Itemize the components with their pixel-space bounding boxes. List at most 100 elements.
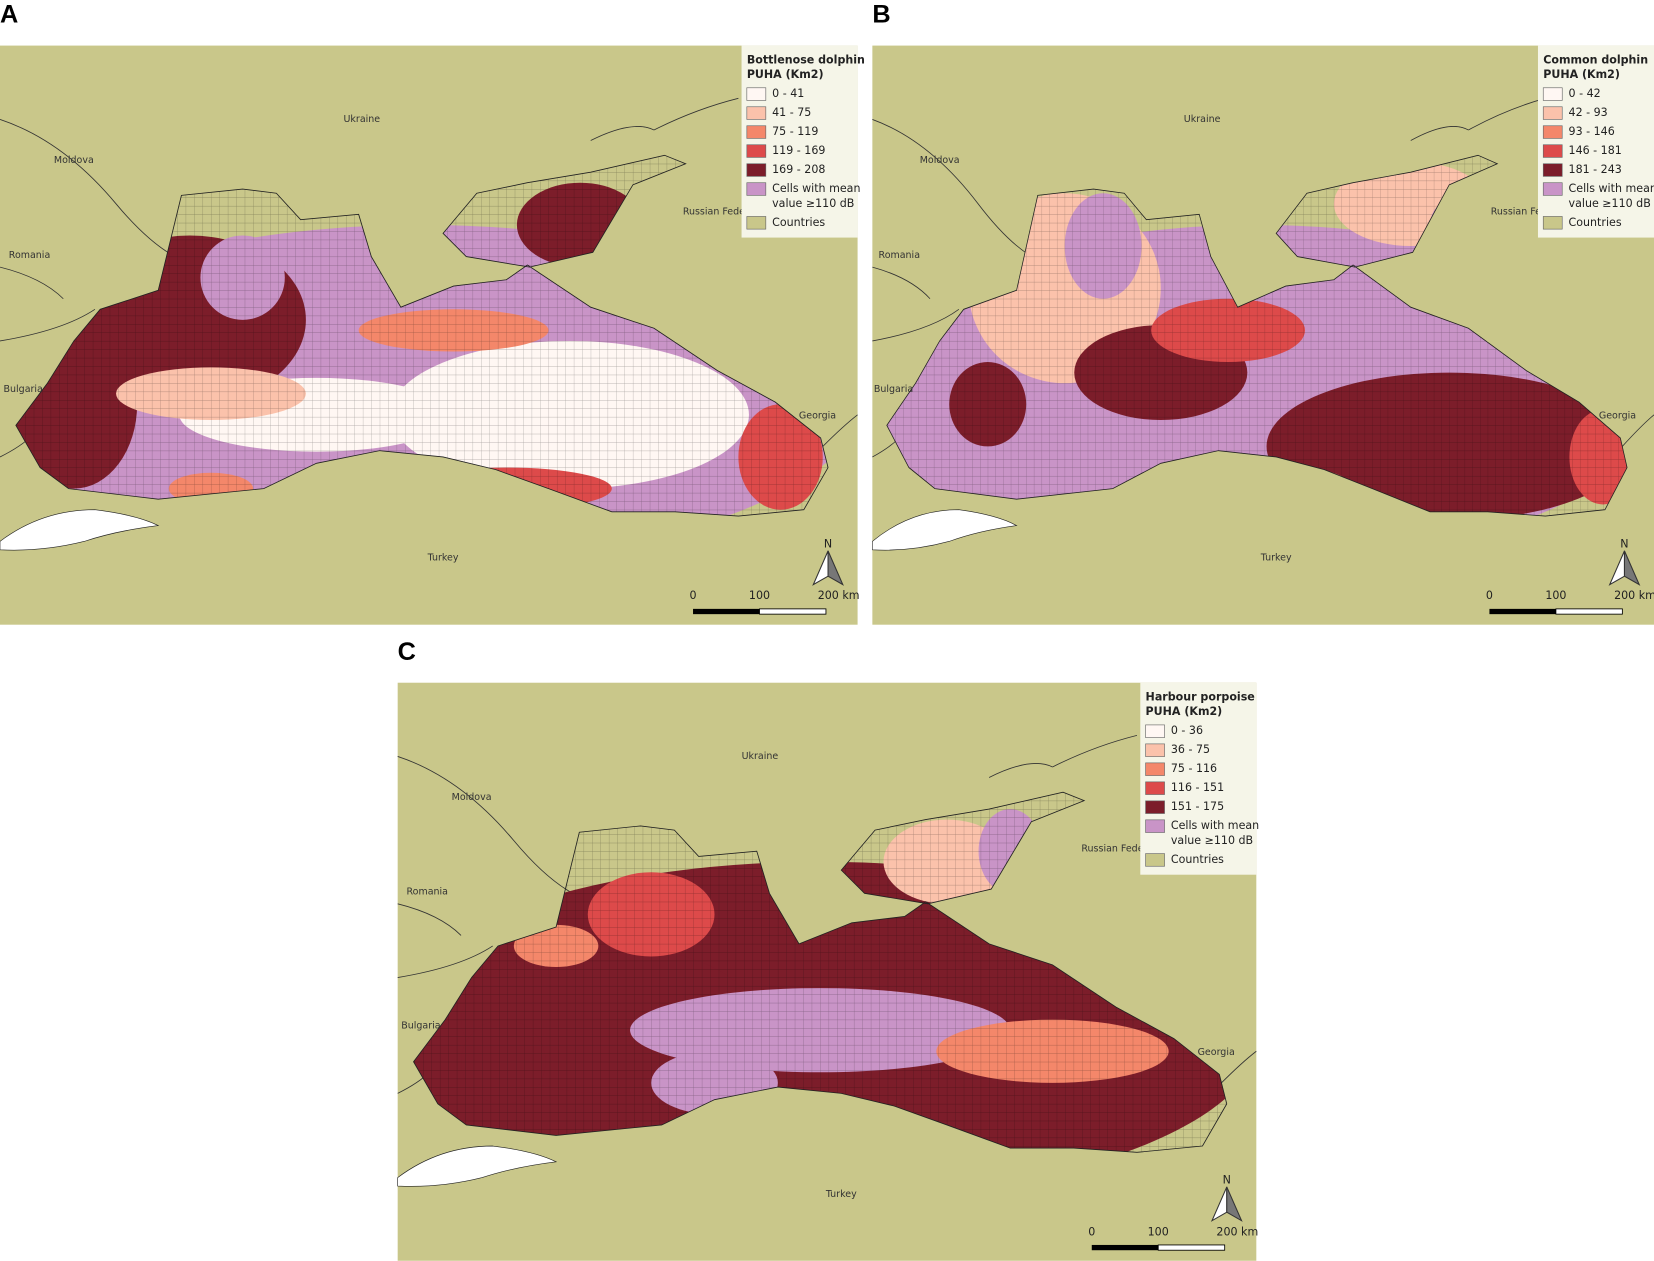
border (1622, 414, 1654, 447)
border (0, 308, 96, 342)
legend-label: Cells with mean (772, 182, 860, 195)
legend-label: 181 - 243 (1569, 163, 1622, 176)
legend-swatch (1542, 163, 1563, 177)
legend-title: Common dolphin (1543, 53, 1648, 66)
legend-swatch (746, 182, 767, 196)
legend-swatch (1145, 819, 1165, 833)
marmara (872, 509, 1018, 551)
legend-swatch (746, 125, 767, 139)
scale-label: 200 km (818, 589, 860, 602)
country-label: Ukraine (742, 751, 779, 762)
border (872, 266, 931, 300)
scale-label: 100 (1545, 589, 1566, 602)
map-panel: Ukraine Moldova Romania Bulgaria Georgia Turk… (0, 45, 865, 625)
legend-swatch (1542, 182, 1563, 196)
border (653, 97, 739, 131)
legend-title: PUHA (Km2) (1543, 68, 1620, 81)
north-label: N (1620, 538, 1628, 551)
scale-label: 200 km (1216, 1225, 1258, 1238)
legend-swatch (1145, 724, 1165, 738)
country-label: Georgia (1198, 1047, 1235, 1058)
legend-label: Countries (1171, 853, 1224, 866)
border (590, 126, 655, 141)
panel-letter: C (398, 638, 416, 666)
legend-label: 75 - 116 (1171, 762, 1217, 775)
border (1468, 97, 1546, 131)
legend-label: value ≥110 dB (1569, 197, 1651, 210)
legend-swatch (1145, 853, 1165, 867)
legend-box (1140, 682, 1257, 875)
country-label: Turkey (825, 1189, 857, 1200)
scale-bar (1157, 1244, 1226, 1251)
north-arrow (1623, 550, 1641, 586)
country-label: Bulgaria (4, 384, 43, 395)
legend-swatch (1145, 781, 1165, 795)
legend-title: Bottlenose dolphin (747, 53, 865, 66)
legend-label: Countries (772, 216, 825, 229)
legend-box (741, 45, 858, 238)
country-label: Russian Federation (1081, 844, 1171, 855)
legend-label: 42 - 93 (1569, 106, 1608, 119)
legend-label: Cells with mean (1569, 182, 1654, 195)
country-label: Ukraine (343, 114, 380, 125)
legend-swatch (1542, 216, 1563, 230)
scale-bar (1489, 608, 1556, 615)
scale-bar (1555, 608, 1623, 615)
marmara (0, 509, 160, 551)
legend-label: value ≥110 dB (1171, 834, 1253, 847)
border (0, 266, 64, 300)
legend: Bottlenose dolphin PUHA (Km2) 0 - 41 41 - 7… (741, 45, 865, 238)
coast (840, 791, 1086, 905)
country-label: Romania (879, 250, 920, 261)
north-label: N (824, 538, 832, 551)
legend-label: 119 - 169 (772, 144, 825, 157)
border (1410, 126, 1469, 141)
coast (442, 154, 687, 268)
border (822, 414, 858, 447)
legend-swatch (1145, 762, 1165, 776)
country-label: Russian Federation (683, 207, 773, 218)
legend-label: 36 - 75 (1171, 743, 1210, 756)
map-panel: Ukraine Moldova Romania Bulgaria Georgia Turk… (872, 45, 1654, 625)
marmara (397, 1145, 558, 1187)
legend-label: 0 - 42 (1569, 87, 1601, 100)
legend-label: 169 - 208 (772, 163, 825, 176)
legend-swatch (1542, 87, 1563, 101)
scale-label: 0 (1486, 589, 1493, 602)
country-label: Moldova (54, 155, 94, 166)
scale-label: 0 (690, 589, 697, 602)
north-arrow (827, 550, 844, 586)
legend: Common dolphin PUHA (Km2) 0 - 42 42 - 93 93 … (1537, 45, 1654, 238)
country-label: Romania (9, 250, 50, 261)
coast (886, 188, 1628, 517)
legend-label: 0 - 41 (772, 87, 804, 100)
legend: Harbour porpoise PUHA (Km2) 0 - 36 36 - 75 7… (1140, 682, 1259, 875)
scale-bar (693, 608, 760, 615)
legend-label: 75 - 119 (772, 125, 818, 138)
panel-letter: B (872, 1, 890, 29)
legend-title: PUHA (Km2) (1146, 705, 1223, 718)
scale-bar (759, 608, 827, 615)
country-label: Turkey (1260, 553, 1292, 564)
legend-label: 41 - 75 (772, 106, 811, 119)
legend-title: PUHA (Km2) (747, 68, 824, 81)
country-label: Ukraine (1184, 114, 1221, 125)
map-panel: Ukraine Moldova Romania Bulgaria Georgia Turk… (397, 682, 1259, 1261)
legend-label: Countries (1569, 216, 1622, 229)
scale-label: 200 km (1614, 589, 1654, 602)
north-arrow (1226, 1186, 1243, 1222)
country-label: Moldova (920, 155, 960, 166)
legend-label: 146 - 181 (1569, 144, 1622, 157)
legend-swatch (746, 144, 767, 158)
legend-label: value ≥110 dB (772, 197, 854, 210)
legend-swatch (1542, 144, 1563, 158)
legend-box (1537, 45, 1654, 238)
border (1221, 1050, 1257, 1084)
country-label: Russian Federation (1491, 207, 1581, 218)
coast (1275, 154, 1499, 268)
border (872, 308, 960, 342)
legend-swatch (1145, 743, 1165, 757)
scale-label: 100 (749, 589, 770, 602)
country-label: Moldova (452, 792, 492, 803)
